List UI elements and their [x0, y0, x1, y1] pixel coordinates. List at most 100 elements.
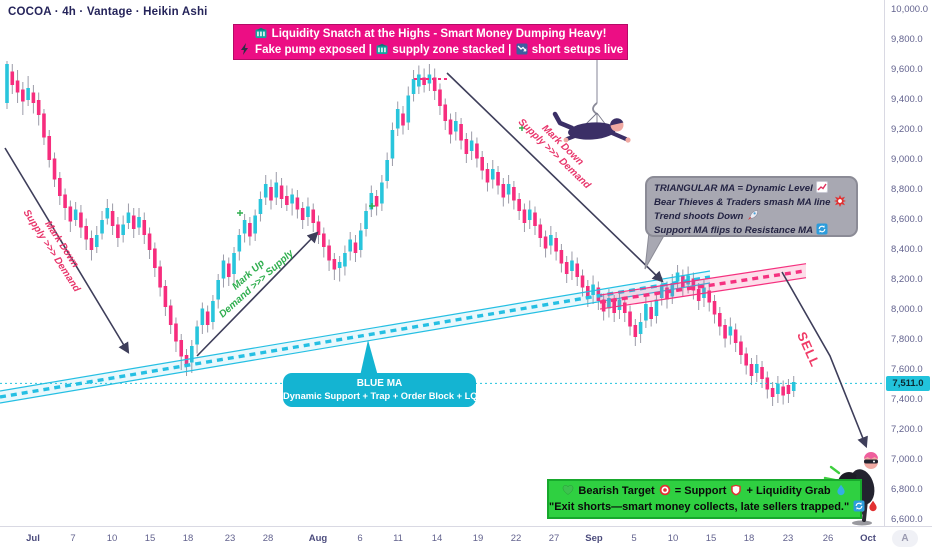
candle-body-up — [406, 95, 411, 123]
sell-arrow[interactable] — [781, 271, 868, 449]
markdown-left[interactable] — [4, 147, 130, 354]
candle-body-up — [728, 326, 733, 336]
liquidity-banner[interactable]: Liquidity Snatch at the Highs - Smart Mo… — [233, 24, 628, 60]
price-tick-label: 9,600.0 — [891, 64, 923, 75]
candle — [485, 163, 490, 192]
candle-body-up — [469, 140, 474, 151]
candle-body-down — [285, 196, 289, 205]
candle-body-down — [485, 169, 490, 183]
thief-arm — [610, 131, 628, 141]
time-axis[interactable]: Jul 7 10 15 18 23 28 Aug 6 11 14 19 22 27 Sep 5 10 15 18 23… — [0, 526, 932, 550]
triangular-ma-callout[interactable]: TRIANGULAR MA = Dynamic Level Bear Thiev… — [645, 176, 858, 237]
candle — [638, 313, 643, 343]
candle-body-down — [480, 157, 484, 171]
thief-cap — [610, 118, 624, 126]
bank-icon — [376, 43, 388, 55]
candle-body-up — [211, 301, 215, 322]
symbol-title[interactable]: COCOA · 4h · Vantage · Heikin Ashi — [8, 6, 208, 18]
water-drop-icon — [835, 484, 847, 496]
candle — [739, 335, 743, 364]
blue-ma-callout[interactable]: BLUE MA Dynamic Support + Trap + Order B… — [283, 373, 502, 407]
thief-hand-back — [563, 137, 569, 143]
candle — [100, 211, 104, 240]
candle-body-down — [179, 340, 184, 357]
candle — [248, 217, 252, 246]
candle-body-up — [274, 182, 279, 198]
blue-ma-title: BLUE MA — [356, 378, 403, 389]
candle-body-up — [263, 184, 268, 198]
candle — [443, 98, 448, 130]
candle-body-down — [559, 250, 564, 264]
candle-body-down — [696, 289, 701, 301]
last-price-badge[interactable]: 7,511.0 — [886, 375, 930, 391]
time-tick-label: 10 — [667, 533, 679, 544]
candle — [31, 85, 36, 114]
thief-eye — [873, 460, 875, 463]
candle — [454, 112, 458, 141]
candle — [36, 92, 41, 126]
candle — [633, 319, 638, 346]
candle — [490, 160, 495, 189]
price-tick-label: 8,000.0 — [891, 304, 923, 315]
candle — [733, 323, 738, 352]
text-segment: + Liquidity Grab — [743, 485, 834, 497]
candle-body-down — [163, 286, 168, 307]
candle — [21, 82, 25, 115]
hook-icon — [592, 102, 598, 115]
candle — [406, 86, 411, 130]
candle-body-up — [221, 260, 226, 279]
price-axis[interactable]: 10,000.0 9,800.0 9,600.0 9,400.0 9,200.0 9,00… — [884, 0, 932, 526]
bearish-target-banner[interactable]: Bearish Target = Support + Liquidity Gra… — [547, 479, 877, 519]
candle — [153, 242, 157, 277]
banner-line-1: Liquidity Snatch at the Highs - Smart Mo… — [234, 27, 627, 42]
ma-bands[interactable] — [0, 263, 807, 404]
text-segment: "Exit shorts—smart money collects, late … — [549, 501, 853, 513]
candle-body-down — [622, 302, 627, 313]
candle-body-up — [385, 160, 389, 181]
candle-body-up — [490, 169, 495, 180]
candle-body-up — [216, 280, 220, 300]
candle-body-down — [147, 233, 152, 250]
candle — [622, 296, 627, 322]
candle-body-up — [337, 262, 342, 268]
candle-body-up — [195, 326, 199, 345]
auto-button[interactable]: A — [892, 530, 918, 547]
candle-body-down — [300, 208, 305, 220]
candle-body-down — [401, 113, 405, 126]
candle — [496, 166, 500, 195]
trend-arrows[interactable] — [4, 72, 868, 449]
candle — [522, 203, 527, 232]
candle-body-up — [549, 235, 553, 246]
candle — [538, 218, 543, 247]
candle-body-down — [749, 364, 754, 376]
text-segment: supply zone stacked | — [389, 43, 515, 56]
pink-ma-band-upper — [599, 263, 807, 296]
candle — [744, 347, 748, 375]
candle — [179, 334, 184, 370]
time-tick-label: 22 — [510, 533, 522, 544]
markup[interactable] — [196, 231, 319, 357]
candle — [26, 76, 30, 106]
candle — [5, 61, 9, 109]
candlestick-series — [5, 61, 796, 406]
hanging-thief-illustration[interactable] — [552, 59, 631, 143]
candle-body-up — [137, 217, 141, 228]
blue-ma-band — [0, 270, 711, 404]
candle-body-down — [36, 100, 41, 115]
markdown-right[interactable] — [446, 72, 664, 283]
candle — [781, 380, 785, 405]
candle — [137, 208, 141, 235]
candle-body-down — [327, 245, 331, 261]
candle-body-up — [380, 182, 384, 204]
candle-body-down — [295, 197, 300, 210]
bank-icon — [255, 27, 267, 39]
candle-body-down — [332, 259, 337, 270]
candle — [348, 232, 352, 261]
price-tick-label: 9,000.0 — [891, 154, 923, 165]
candle — [422, 68, 426, 93]
price-tick-label: 7,200.0 — [891, 424, 923, 435]
candle — [654, 292, 659, 324]
price-tick-label: 9,800.0 — [891, 34, 923, 45]
candle-body-down — [739, 341, 743, 355]
